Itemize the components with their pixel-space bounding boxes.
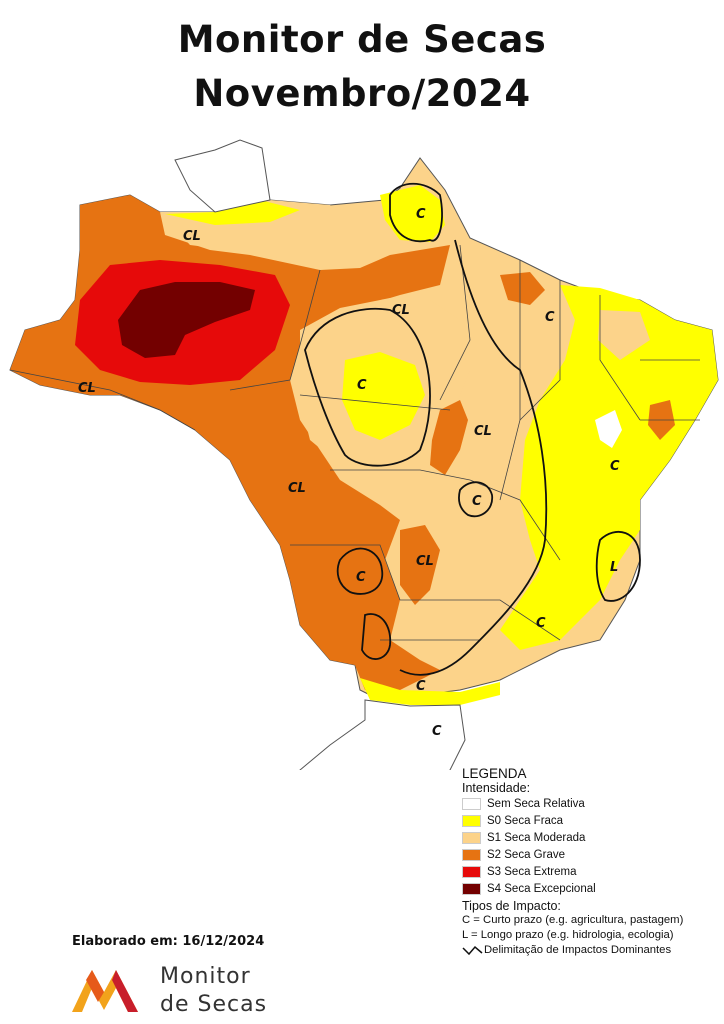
impact-label-c-parana: C	[416, 679, 426, 694]
legend-item-none: Sem Seca Relativa	[462, 796, 722, 812]
map-legend: LEGENDA Intensidade: Sem Seca Relativa S…	[462, 766, 722, 956]
region-s0-northeast	[500, 285, 718, 650]
region-s0-south	[360, 678, 500, 705]
impact-label-cl-tocantins: CL	[474, 424, 492, 439]
impact-label-cl-minas: CL	[416, 554, 434, 569]
region-s2-maranhao	[500, 272, 545, 305]
legend-swatch	[462, 815, 481, 827]
impact-label-c-santa-catarina: C	[432, 724, 442, 739]
legend-delimitation: Delimitação de Impactos Dominantes	[462, 944, 722, 956]
region-none-roraima	[174, 139, 271, 213]
impact-label-c-mato-grosso-sul: C	[356, 570, 366, 585]
impact-label-c-goias: C	[472, 494, 482, 509]
legend-swatch	[462, 832, 481, 844]
impact-label-c-minas-south: C	[536, 616, 546, 631]
legend-item-s0: S0 Seca Fraca	[462, 813, 722, 829]
legend-items: Sem Seca Relativa S0 Seca Fraca S1 Seca …	[462, 796, 722, 897]
region-none-south	[299, 699, 466, 770]
brazil-drought-map: CL C CL CL C C CL C CL C CL C L C C C	[9, 139, 719, 770]
legend-swatch	[462, 798, 481, 810]
region-none-ne	[595, 410, 622, 448]
elaborated-date: Elaborado em: 16/12/2024	[72, 934, 265, 949]
legend-heading: LEGENDA	[462, 766, 527, 781]
impact-label-cl-para: CL	[392, 303, 410, 318]
impact-label-cl-roraima-north: CL	[183, 229, 201, 244]
monitor-secas-logo-icon	[72, 970, 138, 1012]
legend-swatch	[462, 849, 481, 861]
impact-delimitation-lines	[304, 182, 641, 676]
logo-text-line2: de Secas	[160, 992, 268, 1017]
legend-item-s3: S3 Seca Extrema	[462, 864, 722, 880]
legend-item-s1: S1 Seca Moderada	[462, 830, 722, 846]
region-s0-north-strip	[165, 200, 300, 225]
impact-label-l-espirito-santo: L	[610, 560, 618, 575]
region-s0-para-center	[342, 352, 425, 440]
wave-line-icon	[462, 945, 483, 956]
legend-intensity-heading: Intensidade:	[462, 781, 531, 795]
legend-impact-heading: Tipos de Impacto:	[462, 899, 561, 913]
region-s2-tocantins	[430, 400, 468, 475]
map-title-line2: Novembro/2024	[193, 72, 531, 115]
region-s2-minas	[400, 525, 440, 605]
legend-item-s2: S2 Seca Grave	[462, 847, 722, 863]
impact-label-cl-mato-grosso: CL	[288, 481, 306, 496]
legend-impact-l: L = Longo prazo (e.g. hidrologia, ecolog…	[462, 929, 674, 941]
legend-swatch	[462, 866, 481, 878]
legend-swatch	[462, 883, 481, 895]
impact-label-c-para-center: C	[357, 378, 367, 393]
region-s1-ne-patch	[598, 310, 650, 360]
logo-text-line1: Monitor	[160, 964, 251, 989]
legend-item-s4: S4 Seca Excepcional	[462, 881, 722, 897]
map-title-line1: Monitor de Secas	[177, 18, 547, 61]
impact-label-cl-amazonas-west: CL	[78, 381, 96, 396]
legend-impact-c: C = Curto prazo (e.g. agricultura, pasta…	[462, 914, 684, 926]
impact-label-c-maranhao: C	[545, 310, 555, 325]
impact-label-c-bahia-east: C	[610, 459, 620, 474]
impact-label-c-amapa: C	[416, 207, 426, 222]
region-s4-exceptional	[118, 282, 255, 358]
